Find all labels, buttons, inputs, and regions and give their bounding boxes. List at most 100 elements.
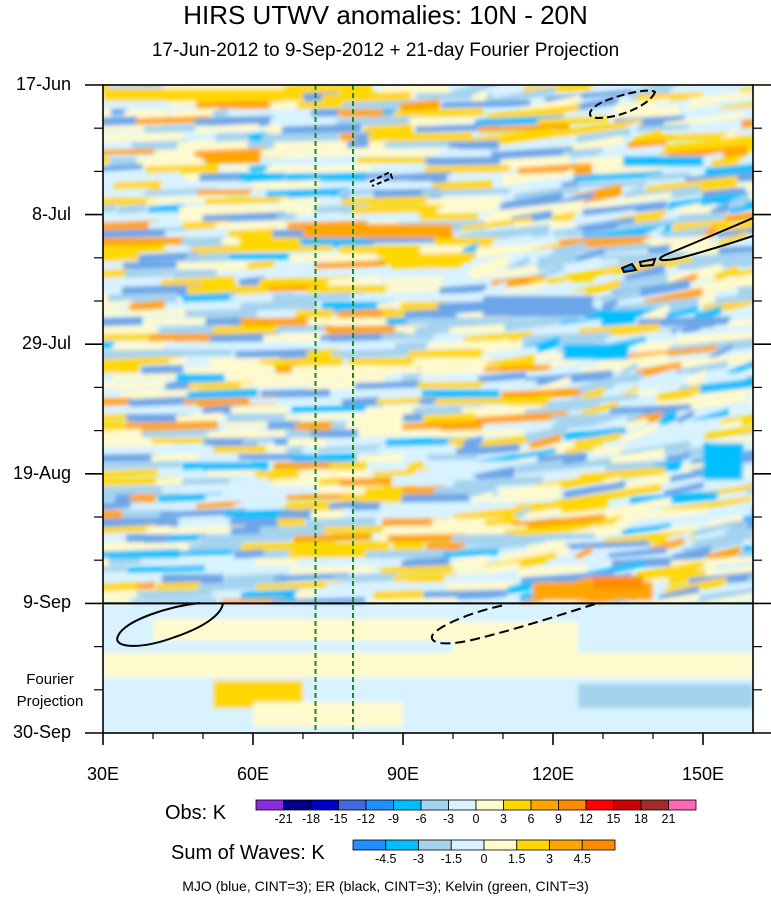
field-patch (263, 332, 329, 344)
field-patch (291, 340, 331, 349)
field-patch (135, 115, 210, 125)
field-patch (130, 501, 218, 510)
field-patch (565, 442, 603, 455)
field-patch (176, 412, 223, 424)
field-patch (452, 533, 516, 546)
field-patch (376, 444, 457, 457)
field-patch (710, 231, 748, 250)
field-patch (751, 363, 753, 371)
field-patch (392, 542, 425, 552)
field-patch (581, 401, 619, 417)
field-patch (500, 191, 563, 214)
field-patch (103, 107, 111, 119)
field-patch (227, 372, 303, 383)
field-patch (648, 171, 690, 181)
obs-colorbar-swatch-13 (613, 799, 642, 811)
field-patch (103, 100, 166, 107)
field-patch (421, 188, 510, 196)
field-patch (273, 461, 340, 470)
field-patch (760, 250, 771, 264)
field-patch (260, 156, 355, 167)
field-patch (699, 289, 716, 308)
obs-colorbar-level-9: 6 (527, 812, 535, 826)
waves-colorbar-title: Sum of Waves: K (171, 842, 325, 864)
field-patch (256, 580, 342, 591)
field-patch (163, 558, 217, 568)
field-patch (370, 164, 430, 175)
field-patch (274, 572, 349, 582)
field-patch (761, 92, 771, 105)
field-patch (437, 203, 496, 215)
field-patch (212, 558, 267, 565)
field-patch (182, 444, 212, 453)
field-patch (397, 582, 456, 591)
field-patch (382, 108, 398, 116)
obs-colorbar-level-14: 21 (661, 812, 676, 826)
field-patch (314, 259, 386, 270)
field-patch (221, 237, 239, 245)
x-label-0: 30E (86, 764, 120, 784)
field-patch (636, 560, 704, 582)
field-patch (228, 253, 306, 260)
field-patch (762, 155, 771, 165)
er-contour-positive (116, 602, 224, 647)
field-patch (198, 533, 291, 543)
field-patch (424, 164, 511, 174)
field-patch (224, 268, 311, 278)
y-label-4: 9-Sep (22, 592, 71, 613)
field-patch (575, 545, 593, 562)
field-patch (394, 107, 484, 119)
field-patch (402, 181, 432, 187)
obs-colorbar-level-12: 15 (606, 812, 621, 826)
field-patch (289, 292, 365, 302)
obs-colorbar-level-11: 12 (579, 812, 593, 826)
field-patch (252, 179, 321, 191)
fourier-label-line2: Projection (16, 693, 84, 710)
obs-colorbar-swatch-1 (283, 799, 312, 811)
y-label-3: 19-Aug (12, 462, 71, 483)
field-patch (369, 556, 409, 566)
field-patch (161, 181, 246, 189)
er-contour-small (369, 170, 394, 187)
field-patch (446, 581, 515, 592)
field-patch (165, 380, 191, 393)
field-patch (444, 357, 492, 366)
field-patch (702, 187, 746, 199)
field-patch (492, 175, 574, 195)
field-patch (585, 308, 661, 319)
x-label-2: 90E (386, 764, 420, 784)
field-patch (170, 99, 196, 108)
field-patch (478, 209, 516, 227)
field-patch (295, 308, 334, 320)
field-patch (406, 317, 431, 326)
field-patch (713, 474, 753, 491)
field-patch (138, 251, 198, 263)
field-patch (524, 425, 567, 444)
field-patch (380, 564, 454, 575)
field-patch (561, 179, 579, 189)
field-patch (317, 444, 382, 453)
field-patch (485, 516, 520, 527)
field-patch (297, 100, 345, 110)
field-patch (572, 209, 636, 227)
field-patch (103, 445, 178, 456)
field-patch (636, 123, 690, 132)
field-patch (103, 275, 174, 289)
field-patch (433, 332, 471, 342)
field-patch (365, 405, 426, 417)
field-patch (144, 317, 226, 325)
field-patch (151, 453, 199, 462)
field-patch (402, 413, 423, 422)
field-patch (162, 485, 241, 494)
field-patch (529, 433, 562, 451)
field-patch (204, 196, 289, 205)
field-patch (140, 557, 167, 565)
field-patch (367, 148, 458, 157)
field-patch (340, 195, 429, 206)
x-label-3: 120E (531, 764, 575, 784)
field-patch (586, 192, 672, 209)
field-patch (103, 500, 138, 510)
y-label-5: 30-Sep (12, 722, 71, 742)
waves-colorbar-swatch-4 (483, 839, 518, 851)
field-patch (127, 565, 205, 573)
